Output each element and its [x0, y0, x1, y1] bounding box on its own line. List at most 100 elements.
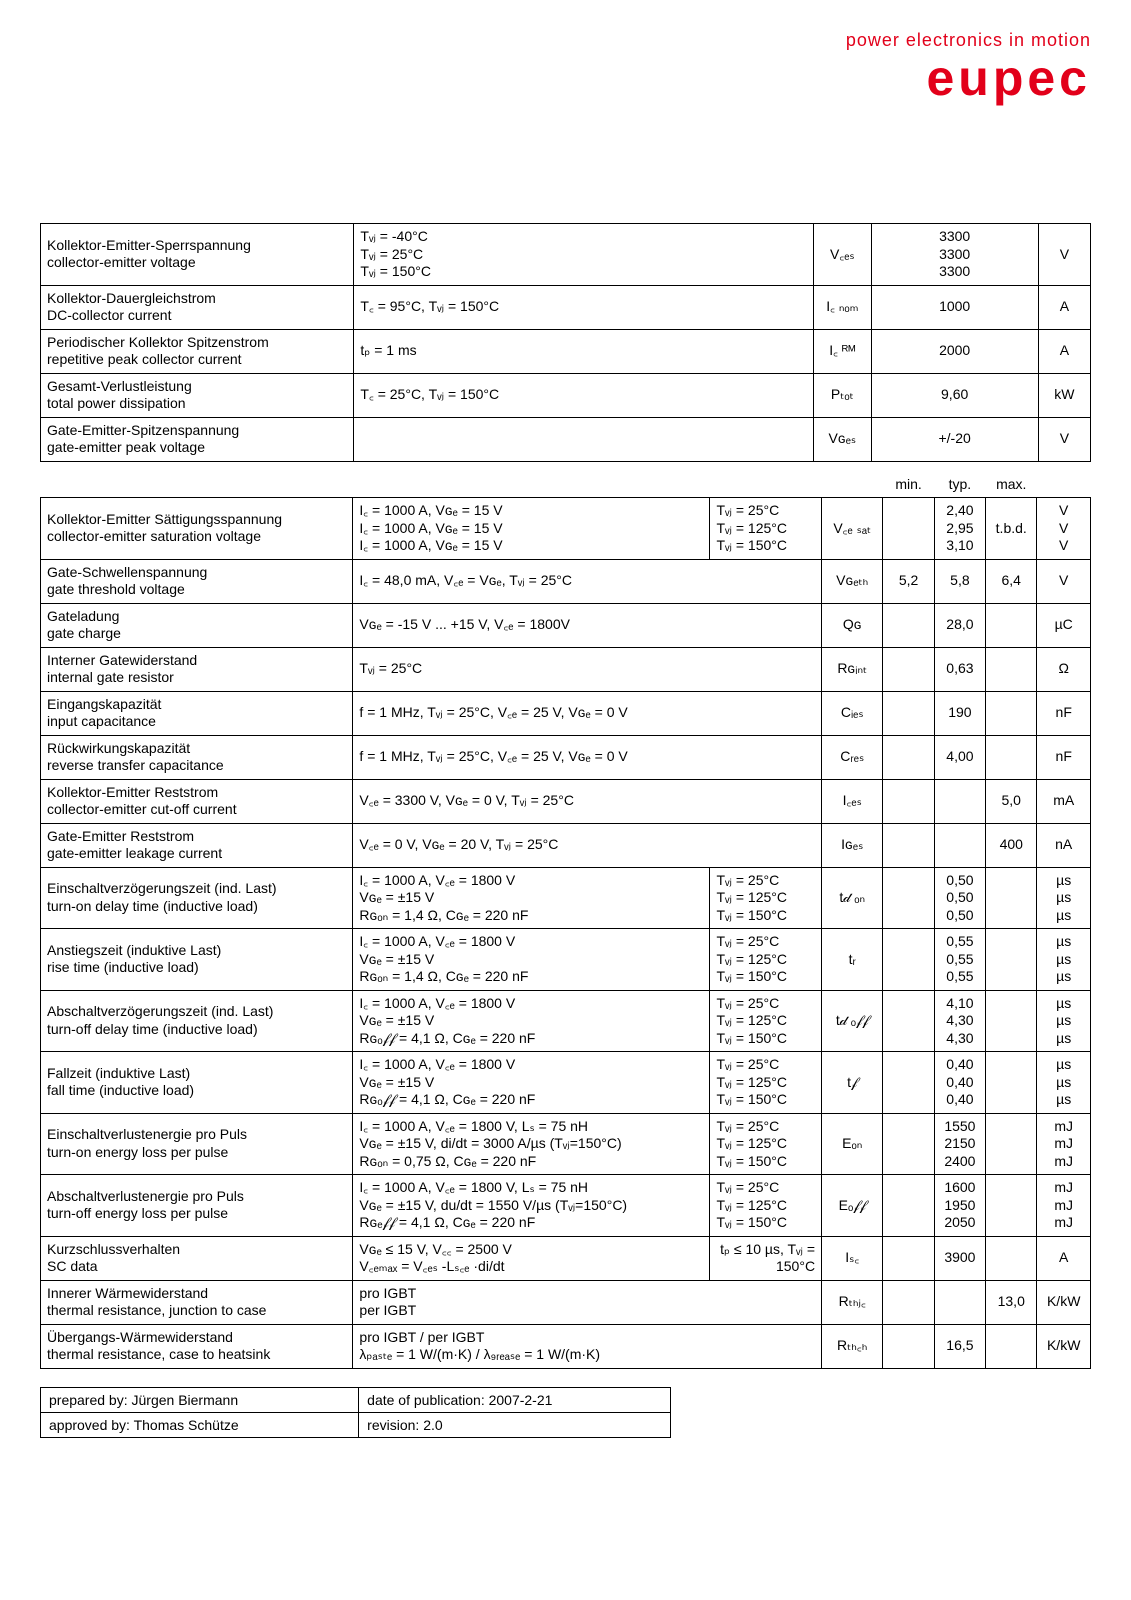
param-en: turn-on delay time (inductive load) [47, 898, 258, 914]
unit: A [1038, 329, 1090, 373]
unit: µs [1056, 1091, 1071, 1107]
value: 1000 [871, 285, 1038, 329]
table-row: Kollektor-DauergleichstromDC-collector c… [41, 285, 1091, 329]
cond: Tᵥⱼ = 125°C [716, 889, 787, 905]
value: 0,55 [946, 951, 973, 967]
cond: Tᵥⱼ = 150°C [716, 1030, 787, 1046]
value: 2050 [944, 1214, 975, 1230]
cond: V꜀ₑ = 0 V, Vɢₑ = 20 V, Tᵥⱼ = 25°C [353, 823, 822, 867]
value: 3300 [939, 246, 970, 262]
cond: Rɢₒ𝒻𝒻 = 4,1 Ω, Cɢₑ = 220 nF [359, 1091, 535, 1107]
symbol: Rₜₕⱼ꜀ [822, 1280, 883, 1324]
param-en: DC-collector current [47, 307, 171, 323]
unit: V [1037, 559, 1091, 603]
value: 0,40 [946, 1056, 973, 1072]
param-en: thermal resistance, junction to case [47, 1302, 266, 1318]
value: 4,30 [946, 1030, 973, 1046]
cond: I꜀ = 1000 A, Vɢₑ = 15 V [359, 520, 502, 536]
cond: I꜀ = 1000 A, Vɢₑ = 15 V [359, 502, 502, 518]
cond: Vɢₑ = ±15 V [359, 1074, 434, 1090]
value: 4,00 [934, 735, 985, 779]
cond: Vɢₑ = ±15 V [359, 889, 434, 905]
symbol: Eₒ𝒻𝒻 [822, 1175, 883, 1237]
value: 4,30 [946, 1012, 973, 1028]
table-row: Interner Gatewiderstandinternal gate res… [41, 647, 1091, 691]
symbol: Eₒₙ [822, 1113, 883, 1175]
characteristics-table: min. typ. max. Kollektor-Emitter Sättigu… [40, 472, 1091, 1369]
cond: I꜀ = 1000 A, V꜀ₑ = 1800 V [359, 872, 515, 888]
cond: Tᵥⱼ = 125°C [716, 1197, 787, 1213]
param-de: Abschaltverzögerungszeit (ind. Last) [47, 1003, 273, 1019]
table-row: Übergangs-Wärmewiderstandthermal resista… [41, 1324, 1091, 1368]
unit: Ω [1037, 647, 1091, 691]
param-de: Übergangs-Wärmewiderstand [47, 1329, 233, 1345]
param-de: Kurzschlussverhalten [47, 1241, 180, 1257]
cond: Tᵥⱼ = 150°C [716, 907, 787, 923]
value: 0,55 [946, 933, 973, 949]
symbol: Iₛ꜀ [822, 1236, 883, 1280]
unit: V [1059, 520, 1068, 536]
brand-logo: power electronics in motion eupec [40, 30, 1091, 103]
symbol: Cᵢₑₛ [822, 691, 883, 735]
param-en: turn-off energy loss per pulse [47, 1205, 228, 1221]
param-en: SC data [47, 1258, 98, 1274]
table-header-row: min. typ. max. [41, 472, 1091, 498]
unit: mJ [1054, 1214, 1073, 1230]
param-de: Einschaltverlustenergie pro Puls [47, 1126, 247, 1142]
value: 2150 [944, 1135, 975, 1151]
symbol: V꜀ₑ ₛₐₜ [822, 498, 883, 560]
cond: pro IGBT [359, 1285, 416, 1301]
param-de: Periodischer Kollektor Spitzenstrom [47, 334, 269, 350]
cond: Tᵥⱼ = -40°C [360, 228, 427, 244]
param-en: turn-off delay time (inductive load) [47, 1021, 258, 1037]
value: 400 [986, 823, 1037, 867]
param-en: gate charge [47, 625, 121, 641]
value: 2,95 [946, 520, 973, 536]
value: 5,2 [883, 559, 934, 603]
value: 3,10 [946, 537, 973, 553]
table-row: Abschaltverlustenergie pro Pulsturn-off … [41, 1175, 1091, 1237]
unit: µs [1056, 1074, 1071, 1090]
cond: Tᵥⱼ = 125°C [716, 951, 787, 967]
param-de: Kollektor-Emitter Reststrom [47, 784, 218, 800]
symbol: I꜀ₑₛ [822, 779, 883, 823]
param-en: collector-emitter saturation voltage [47, 528, 261, 544]
value: 1550 [944, 1118, 975, 1134]
cond: f = 1 MHz, Tᵥⱼ = 25°C, V꜀ₑ = 25 V, Vɢₑ =… [353, 691, 822, 735]
value: 0,40 [946, 1091, 973, 1107]
unit: V [1038, 417, 1090, 461]
unit: µs [1056, 907, 1071, 923]
cond: Vɢₑ = ±15 V, du/dt = 1550 V/µs (Tᵥⱼ=150°… [359, 1197, 627, 1213]
cond: I꜀ = 1000 A, V꜀ₑ = 1800 V, Lₛ = 75 nH [359, 1118, 588, 1134]
symbol: Rɢᵢₙₜ [822, 647, 883, 691]
cond: Tᵥⱼ = 125°C [716, 1135, 787, 1151]
symbol: Cᵣₑₛ [822, 735, 883, 779]
cond: tₚ ≤ 10 µs, Tᵥⱼ = 150°C [710, 1236, 822, 1280]
value: 0,50 [946, 889, 973, 905]
unit: A [1037, 1236, 1091, 1280]
footer-table: prepared by: Jürgen Biermann date of pub… [40, 1387, 671, 1438]
table-row: Kollektor-Emitter Sättigungsspannungcoll… [41, 498, 1091, 560]
cond: λₚₐₛₜₑ = 1 W/(m·K) / λ₉ᵣₑₐₛₑ = 1 W/(m·K) [359, 1346, 600, 1362]
param-en: rise time (inductive load) [47, 959, 199, 975]
value: 16,5 [934, 1324, 985, 1368]
param-de: Innerer Wärmewiderstand [47, 1285, 208, 1301]
param-en: internal gate resistor [47, 669, 174, 685]
revision: revision: 2.0 [359, 1412, 670, 1437]
table-row: Anstiegszeit (induktive Last)rise time (… [41, 929, 1091, 991]
value: 6,4 [986, 559, 1037, 603]
value: 13,0 [986, 1280, 1037, 1324]
cond: V꜀ₑₘₐₓ = V꜀ₑₛ -Lₛ꜀ₑ ·di/dt [359, 1258, 504, 1274]
cond: Tᵥⱼ = 25°C [716, 872, 779, 888]
cond: V꜀ₑ = 3300 V, Vɢₑ = 0 V, Tᵥⱼ = 25°C [353, 779, 822, 823]
param-en: thermal resistance, case to heatsink [47, 1346, 270, 1362]
symbol: I꜀ ₙₒₘ [814, 285, 871, 329]
cond: Tᵥⱼ = 25°C [716, 995, 779, 1011]
unit: µs [1056, 1056, 1071, 1072]
cond: Vɢₑ = -15 V ... +15 V, V꜀ₑ = 1800V [353, 603, 822, 647]
unit: K/kW [1037, 1324, 1091, 1368]
table-row: Eingangskapazitätinput capacitance f = 1… [41, 691, 1091, 735]
col-typ: typ. [934, 472, 985, 498]
cond: Vɢₑ ≤ 15 V, V꜀꜀ = 2500 V [359, 1241, 511, 1257]
param-de: Gesamt-Verlustleistung [47, 378, 192, 394]
